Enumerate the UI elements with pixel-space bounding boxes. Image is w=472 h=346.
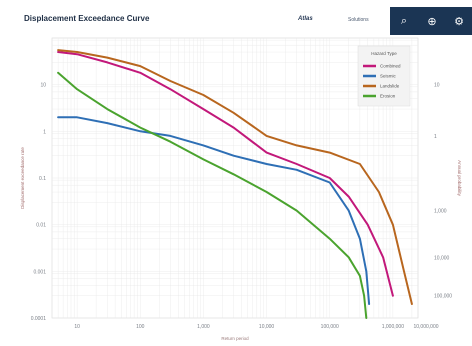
y2-tick-label: 1,000	[434, 209, 447, 215]
x-tick-label: 100	[136, 324, 145, 330]
search-icon: ⌕	[400, 14, 408, 27]
y2-tick-label: 10	[434, 83, 440, 89]
y-axis-label: Displacement exceedance rate	[20, 147, 25, 209]
y2-axis-label: Annual probability	[457, 160, 462, 197]
legend-label: Combined	[380, 64, 401, 69]
zoom-button[interactable]: ⊕	[418, 7, 446, 35]
y-tick-label: 0.0001	[31, 316, 47, 322]
brand-logo: Atlas	[298, 16, 313, 22]
x-tick-label: 100,000	[321, 324, 339, 330]
x-tick-label: 10	[74, 324, 80, 330]
search-button[interactable]: ⌕	[390, 7, 418, 35]
x-axis-label: Return period	[221, 336, 249, 341]
gear-icon: ⚙	[454, 15, 464, 28]
y-tick-label: 1	[43, 129, 46, 135]
legend-label: Landslide	[380, 84, 400, 89]
x-tick-label: 10,000	[259, 324, 275, 330]
legend-label: Erosion	[380, 94, 396, 99]
brand-subtitle: Solutions	[348, 17, 369, 23]
x-tick-label: 1,000,000	[382, 324, 404, 330]
settings-button[interactable]: ⚙	[446, 7, 472, 35]
chart-title: Displacement Exceedance Curve	[24, 14, 150, 23]
y2-tick-label: 10,000	[434, 255, 450, 261]
y2-tick-label: 1	[434, 134, 437, 140]
y2-tick-label: 100,000	[434, 294, 452, 300]
series-line-combined	[57, 51, 394, 297]
series-line-seismic	[57, 116, 371, 305]
x-tick-label: 1,000	[197, 324, 210, 330]
y-tick-label: 0.01	[36, 223, 46, 229]
series-line-landslide	[57, 49, 413, 305]
legend-title: Hazard Type	[371, 51, 397, 56]
legend-label: Seismic	[380, 74, 397, 79]
series-line-erosion	[57, 71, 368, 319]
x-tick-label: 10,000,000	[413, 324, 438, 330]
y-tick-label: 0.1	[39, 176, 46, 182]
zoom-icon: ⊕	[427, 15, 437, 28]
y-tick-label: 10	[40, 83, 46, 89]
y-tick-label: 0.001	[33, 269, 46, 275]
